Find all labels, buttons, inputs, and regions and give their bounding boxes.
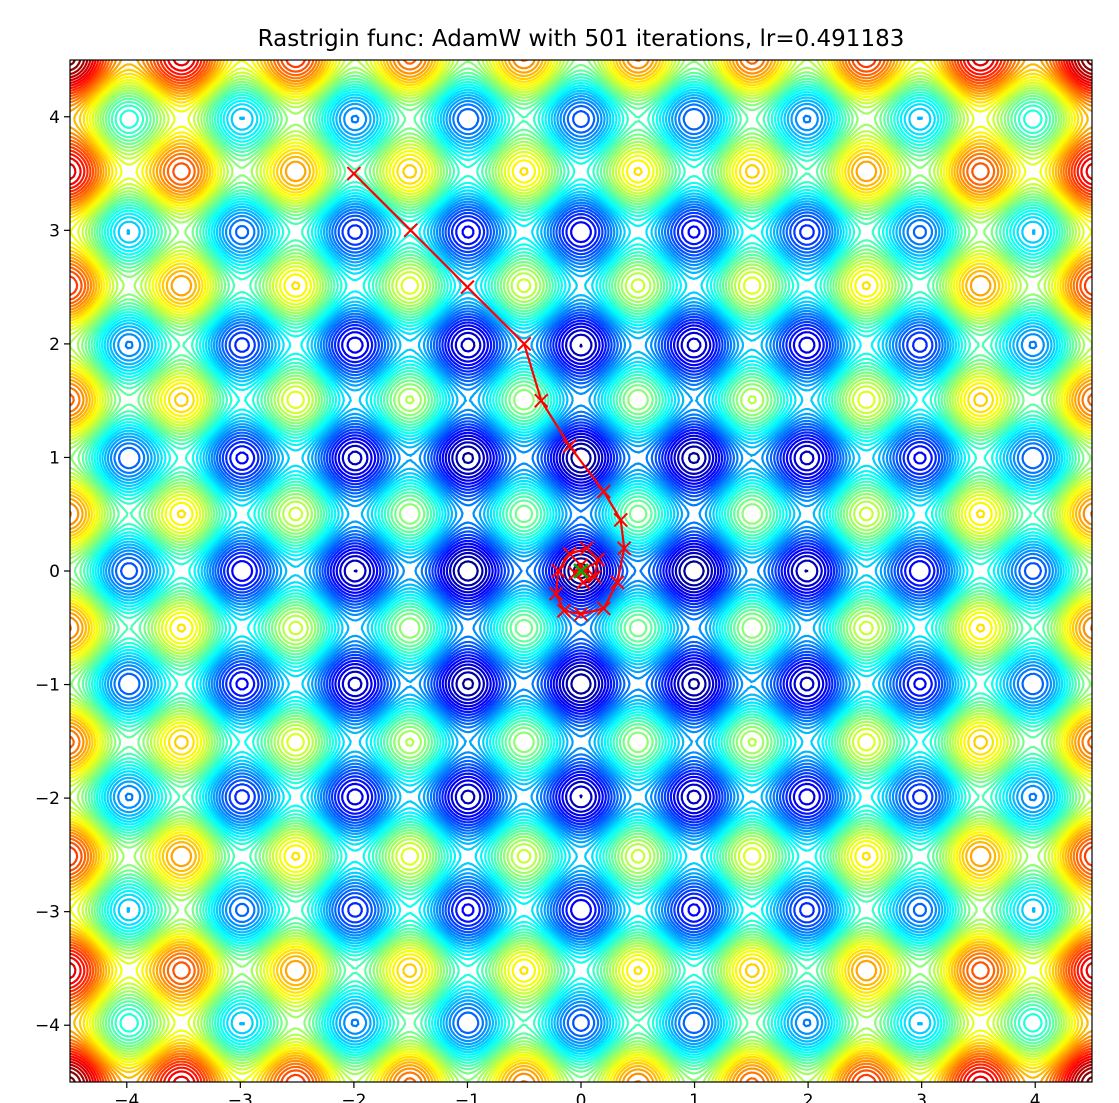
path-point-marker <box>517 336 532 352</box>
contour-level <box>120 110 1042 1032</box>
contour-level <box>223 213 939 929</box>
y-tick-label: −1 <box>35 676 60 696</box>
x-tick-label: 4 <box>1030 1091 1041 1103</box>
contour-level <box>105 95 1057 1047</box>
x-tick-label: −3 <box>228 1091 253 1103</box>
y-axis: −4 −3 −2 −1 0 1 2 3 4 <box>35 108 70 1036</box>
y-tick-label: −3 <box>35 903 60 923</box>
y-tick-label: 2 <box>49 335 60 355</box>
contour-level <box>335 325 827 817</box>
y-tick-label: 1 <box>49 448 60 468</box>
y-tick-label: 3 <box>49 221 60 241</box>
x-tick-label: −4 <box>114 1091 139 1103</box>
chart-title: Rastrigin func: AdamW with 501 iteration… <box>258 26 905 52</box>
x-tick-label: 2 <box>803 1091 814 1103</box>
x-tick-label: 3 <box>916 1091 927 1103</box>
x-tick-label: 0 <box>576 1091 587 1103</box>
contour-level <box>231 221 931 921</box>
y-tick-label: −4 <box>35 1016 60 1036</box>
y-tick-label: −2 <box>35 789 60 809</box>
y-tick-label: 0 <box>49 562 60 582</box>
x-axis: −4 −3 −2 −1 0 1 2 3 4 <box>114 1082 1041 1103</box>
x-tick-label: −2 <box>341 1091 366 1103</box>
x-tick-label: −1 <box>455 1091 480 1103</box>
contour-level <box>111 101 1051 1041</box>
y-tick-label: 4 <box>49 108 60 128</box>
contour-level <box>114 104 1048 1038</box>
contour-level <box>108 98 1054 1044</box>
contour-level <box>457 447 705 695</box>
contour-level <box>339 329 823 813</box>
x-tick-label: 1 <box>689 1091 700 1103</box>
contour-level <box>226 216 936 926</box>
contour-lines <box>70 60 1092 1082</box>
